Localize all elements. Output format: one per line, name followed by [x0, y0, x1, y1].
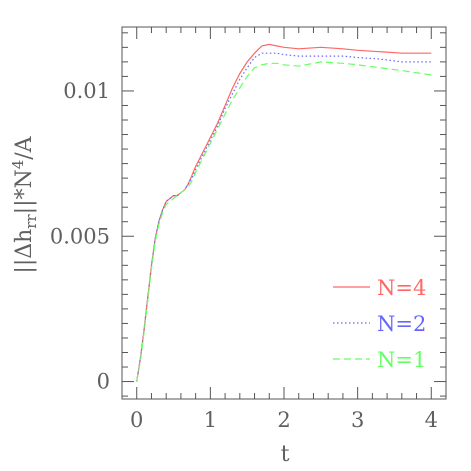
axes-layer: 0 1 2 3 4 0 0.005 0.01 — [50, 26, 447, 432]
x-tick-label: 1 — [204, 408, 217, 432]
x-tick-label: 0 — [130, 408, 143, 432]
x-tick-label: 2 — [277, 408, 290, 432]
series-layer — [136, 43, 432, 382]
legend: N=4 N=2 N=1 — [333, 276, 426, 372]
x-tick-label: 3 — [351, 408, 364, 432]
y-axis-label: ||Δhrr||*N4/A — [9, 135, 40, 273]
y-tick-label: 0.005 — [50, 224, 110, 248]
series-line-n-2 — [136, 52, 432, 382]
legend-label: N=1 — [377, 348, 426, 372]
legend-label: N=4 — [377, 276, 426, 300]
y-tick-label: 0 — [97, 370, 110, 394]
y-tick-label: 0.01 — [63, 79, 110, 103]
legend-label: N=2 — [377, 312, 426, 336]
x-axis-label: t — [281, 442, 290, 467]
series-line-n-1 — [136, 61, 432, 382]
x-tick-label: 4 — [425, 408, 438, 432]
